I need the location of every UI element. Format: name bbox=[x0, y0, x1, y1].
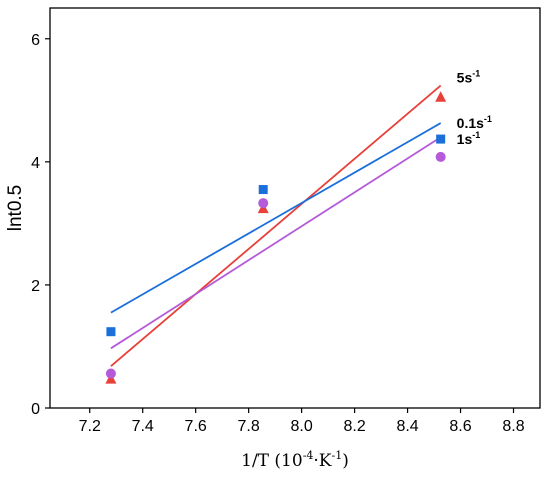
fit-line bbox=[110, 84, 442, 367]
fit-line bbox=[110, 122, 442, 314]
x-tick-label: 7.8 bbox=[238, 418, 260, 435]
x-axis-title-exp1: -4 bbox=[303, 449, 314, 462]
legend-entry: 0.1s-1 bbox=[457, 114, 492, 131]
data-point-circle bbox=[258, 198, 269, 209]
x-axis-title-exp2: -1 bbox=[332, 449, 343, 462]
x-axis-title: 1/T (10-4·K-1) bbox=[241, 449, 349, 471]
x-tick-label: 8.8 bbox=[502, 418, 524, 435]
y-tick-label: 0 bbox=[31, 401, 40, 418]
data-point-circle bbox=[105, 368, 116, 379]
x-tick-label: 8.4 bbox=[396, 418, 418, 435]
y-tick-label: 2 bbox=[31, 278, 40, 295]
y-axis-title: lnt0.5 bbox=[5, 185, 26, 231]
x-axis-title-mid: ·K bbox=[313, 451, 331, 471]
x-axis-title-base: 1/T (10 bbox=[241, 451, 303, 471]
x-axis-title-end: ) bbox=[342, 451, 349, 471]
data-point-square bbox=[106, 327, 116, 337]
plot-frame bbox=[49, 7, 541, 409]
legend-entry-label: 5s bbox=[457, 70, 473, 86]
legend-entry-label: 0.1s bbox=[457, 115, 484, 131]
legend-entry-exponent: -1 bbox=[472, 69, 480, 79]
x-tick-label: 8.0 bbox=[290, 418, 312, 435]
fit-line bbox=[110, 136, 442, 350]
ticks-layer: 7.2 7.4 7.6 7.8 8.0 8.2 8.4 8.6 8.8 0 2 4 6 bbox=[31, 32, 525, 435]
x-tick-label: 7.4 bbox=[132, 418, 154, 435]
legend-entry: 1s-1 bbox=[457, 130, 481, 147]
y-tick-label: 4 bbox=[31, 155, 40, 172]
y-tick-label: 6 bbox=[31, 32, 40, 49]
legend-entry-exponent: -1 bbox=[484, 114, 492, 124]
data-point-triangle bbox=[435, 91, 447, 102]
x-tick-label: 8.2 bbox=[343, 418, 365, 435]
x-tick-label: 7.2 bbox=[79, 418, 101, 435]
legend-entry: 5s-1 bbox=[457, 69, 481, 86]
data-points bbox=[105, 91, 447, 384]
legend-entry-label: 1s bbox=[457, 131, 473, 147]
data-point-square bbox=[436, 134, 446, 144]
data-point-circle bbox=[435, 151, 446, 162]
x-tick-label: 8.6 bbox=[449, 418, 471, 435]
data-point-square bbox=[258, 185, 268, 195]
legend: 5s-10.1s-11s-1 bbox=[457, 69, 492, 148]
x-tick-label: 7.6 bbox=[185, 418, 207, 435]
legend-entry-exponent: -1 bbox=[472, 130, 480, 140]
fit-lines bbox=[110, 84, 442, 367]
